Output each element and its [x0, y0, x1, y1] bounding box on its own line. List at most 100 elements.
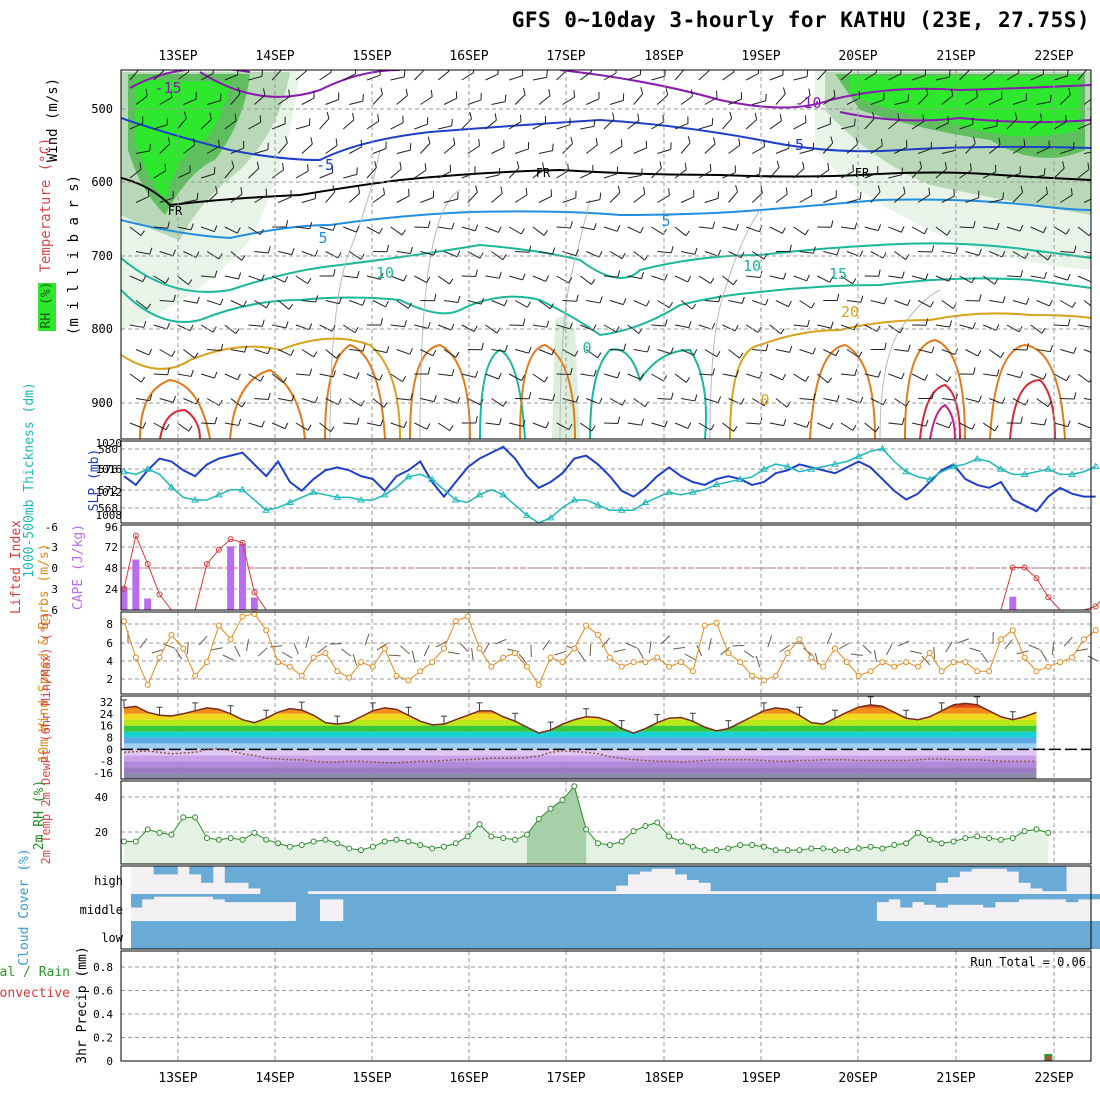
cloud-middle-60: [841, 894, 853, 921]
upper-barb-5-13: [255, 393, 271, 400]
upper-ylabel-temp: Temperature (°C): [38, 138, 54, 273]
cape-bar-11: [251, 598, 258, 610]
upper-barb-6-7: [278, 248, 294, 254]
upper-barb-14-0: [462, 66, 474, 80]
cloud-high-61: [853, 866, 865, 891]
contour-label-11: 15: [829, 265, 847, 283]
rh-point-74: [998, 837, 1003, 842]
upper-barb-27-2: [770, 114, 781, 129]
temp-minmax-18: [334, 716, 340, 724]
rh-point-34: [524, 832, 529, 837]
cloud-high-24: [414, 866, 426, 891]
cloud-high-66: [912, 866, 924, 891]
upper-barb-30-6: [841, 222, 857, 228]
cloud-low-54: [770, 921, 782, 949]
surface-barb-62: [863, 645, 872, 653]
upper-barb-31-9: [871, 298, 887, 304]
wind-speed-point-3: [157, 655, 162, 660]
upper-barb-8-2: [320, 112, 329, 129]
rh-point-46: [667, 834, 672, 839]
rh-point-43: [631, 829, 636, 834]
upper-barb-27-14: [770, 419, 786, 425]
upper-barb-34-12: [936, 374, 951, 382]
cloud-middle-59: [829, 894, 841, 921]
cloud-middle-78: [1054, 894, 1066, 899]
upper-barb-12-1: [420, 90, 432, 105]
cloud-high-49: [711, 866, 723, 891]
cloud-high-21: [379, 866, 391, 891]
rh-point-21: [370, 844, 375, 849]
upper-barb-1-11: [160, 350, 175, 357]
cloud-middle-28: [462, 894, 474, 921]
precip-conv-legend: Convective: [0, 986, 70, 1001]
upper-barb-34-14: [936, 422, 952, 428]
cloud-middle-52: [746, 894, 758, 921]
rh-point-19: [347, 846, 352, 851]
wind-speed-point-4: [169, 632, 174, 637]
cloud-high-38: [580, 866, 592, 891]
cloud-low-4: [177, 921, 189, 949]
rh-point-24: [406, 839, 411, 844]
date-label-bottom-4: 17SEP: [546, 1071, 585, 1086]
upper-barb-17-6: [533, 227, 548, 235]
wind-speed-point-21: [370, 664, 375, 669]
cloud-low-39: [592, 921, 604, 949]
upper-barb-8-13: [326, 399, 342, 405]
wind-speed-point-45: [655, 655, 660, 660]
rh-tick-1: 20: [95, 826, 108, 839]
upper-barb-32-11: [894, 345, 910, 352]
upper-barb-29-13: [823, 395, 839, 401]
upper-barb-16-1: [515, 88, 525, 105]
wind-speed-point-47: [678, 660, 683, 665]
wind-speed-point-8: [216, 623, 221, 628]
cloud-middle-6: [201, 894, 213, 897]
upper-barb-29-10: [817, 322, 833, 328]
upper-barb-32-8: [888, 271, 904, 277]
cloud-middle-31: [497, 894, 509, 921]
upper-barb-14-2: [462, 112, 472, 129]
cloud-low-37: [568, 921, 580, 949]
wind-speed-point-71: [963, 660, 968, 665]
cloud-low-36: [557, 921, 569, 949]
cloud-low-17: [331, 921, 343, 949]
rh-point-62: [856, 846, 861, 851]
wind-speed-point-37: [560, 660, 565, 665]
cloud-low-65: [900, 921, 912, 949]
upper-barb-17-13: [539, 394, 555, 400]
cloud-middle-0: [130, 894, 142, 908]
upper-barb-14-7: [468, 252, 483, 259]
cloud-low-8: [225, 921, 237, 949]
cloud-high-48: [699, 866, 711, 883]
wind-speed-point-46: [667, 664, 672, 669]
wind-speed-point-15: [299, 673, 304, 678]
cloud-high-59: [829, 866, 841, 891]
cloud-high-34: [533, 866, 545, 891]
upper-barb-13-12: [438, 369, 454, 376]
rh-point-63: [868, 844, 873, 849]
upper-barb-1-14: [154, 423, 169, 430]
upper-barb-8-7: [326, 252, 341, 258]
upper-barb-14-3: [468, 139, 480, 154]
upper-barb-13-8: [438, 276, 453, 284]
wind-speed-point-81: [1081, 637, 1086, 642]
upper-barb-20-13: [610, 399, 625, 406]
surface-barb-35: [543, 640, 550, 650]
cloud-high-17: [331, 866, 343, 891]
upper-barb-10-1: [373, 88, 383, 105]
cloud-layer-label-1: middle: [80, 903, 123, 917]
temp-band-8: [121, 726, 1091, 732]
cloud-low-33: [521, 921, 533, 949]
temp-minmax-63: [868, 697, 874, 705]
upper-barb-25-5: [729, 185, 738, 202]
rh-point-61: [844, 848, 849, 853]
upper-barb-17-3: [539, 144, 553, 154]
surface-barb-74: [1005, 640, 1012, 649]
date-label-bottom-5: 18SEP: [644, 1071, 683, 1086]
contour-label-13: 0: [582, 339, 591, 357]
cloud-low-22: [391, 921, 403, 949]
wind-speed-point-76: [1022, 655, 1027, 660]
cape-tick-2: 48: [105, 562, 118, 575]
wind-speed-point-29: [465, 614, 470, 619]
surface-barb-53: [756, 656, 760, 667]
cloud-middle-77: [1042, 894, 1054, 899]
